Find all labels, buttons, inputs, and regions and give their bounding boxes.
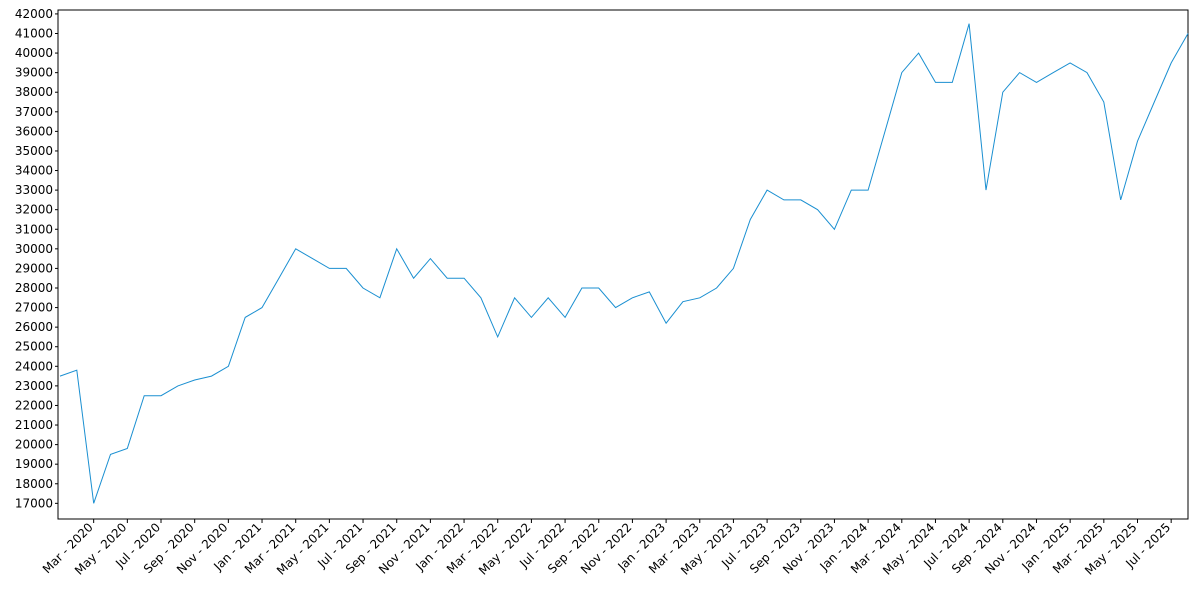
y-tick-label: 36000	[15, 124, 53, 138]
y-tick-label: 29000	[15, 261, 53, 275]
y-tick-label: 22000	[15, 398, 53, 412]
y-tick-label: 26000	[15, 320, 53, 334]
y-tick-label: 23000	[15, 379, 53, 393]
y-tick-label: 21000	[15, 418, 53, 432]
y-tick-label: 30000	[15, 242, 53, 256]
plot-frame	[57, 9, 1189, 520]
y-tick-label: 20000	[15, 438, 53, 452]
price-line	[59, 23, 1189, 504]
y-tick-label: 32000	[15, 203, 53, 217]
y-tick-label: 35000	[15, 144, 53, 158]
y-tick-label: 37000	[15, 105, 53, 119]
y-tick-label: 27000	[15, 301, 53, 315]
y-tick-label: 28000	[15, 281, 53, 295]
y-tick-label: 24000	[15, 359, 53, 373]
y-tick-label: 19000	[15, 457, 53, 471]
y-tick-label: 40000	[15, 46, 53, 60]
y-tick-label: 42000	[15, 7, 53, 21]
y-tick-label: 25000	[15, 340, 53, 354]
y-tick-label: 31000	[15, 222, 53, 236]
y-tick-label: 39000	[15, 66, 53, 80]
y-tick-label: 41000	[15, 26, 53, 40]
y-tick-label: 17000	[15, 496, 53, 510]
y-tick-label: 33000	[15, 183, 53, 197]
y-tick-label: 34000	[15, 164, 53, 178]
y-tick-label: 18000	[15, 477, 53, 491]
y-tick-label: 38000	[15, 85, 53, 99]
